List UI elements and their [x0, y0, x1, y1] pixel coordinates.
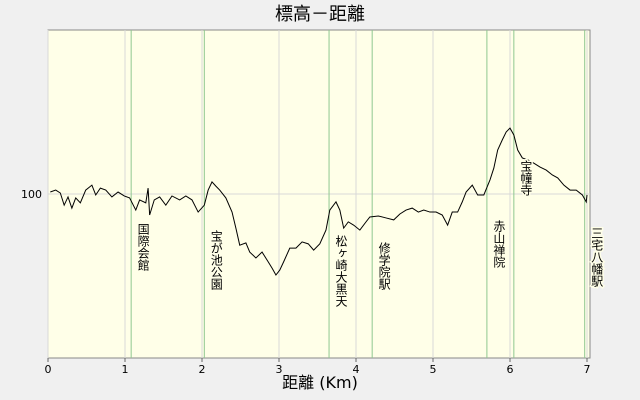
x-tick-label: 6: [507, 363, 514, 376]
landmark-label: 宝が池公園: [209, 230, 223, 290]
x-tick-label: 0: [45, 363, 52, 376]
x-tick-label: 7: [584, 363, 591, 376]
landmark-label: 松ヶ崎大黒天: [334, 235, 348, 307]
landmark-label: 宝幢寺: [519, 160, 533, 196]
landmark-label: 三宅八幡駅: [590, 227, 604, 288]
landmark-label: 赤山禅院: [492, 220, 506, 268]
x-tick-label: 2: [199, 363, 206, 376]
x-tick-label: 5: [430, 363, 437, 376]
elevation-line: [50, 127, 588, 276]
chart-title: 標高－距離: [275, 4, 365, 25]
landmark-label: 修学院駅: [377, 241, 391, 291]
landmark-label: 国際会館: [136, 223, 150, 271]
y-tick-label: 100: [21, 188, 42, 201]
x-tick-label: 3: [276, 363, 283, 376]
x-tick-label: 4: [353, 363, 360, 376]
x-tick-label: 1: [122, 363, 129, 376]
x-axis-label: 距離 (Km): [282, 373, 358, 392]
